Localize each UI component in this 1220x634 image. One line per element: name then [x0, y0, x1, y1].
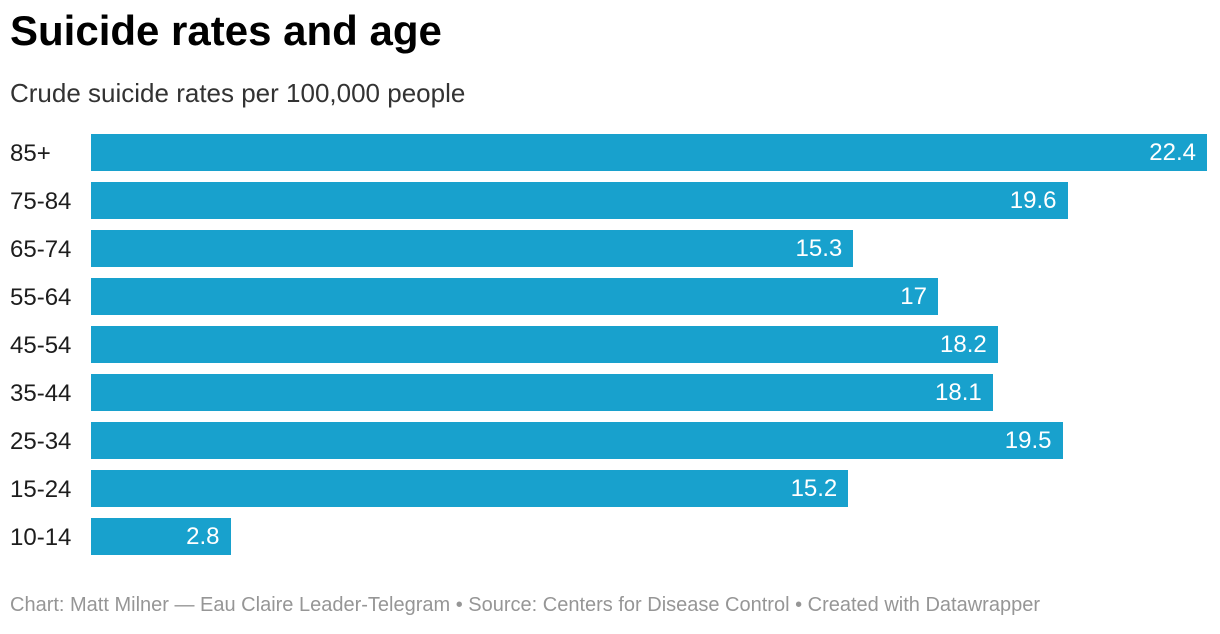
bar-category-label: 75-84: [10, 187, 72, 215]
bar-category-label: 35-44: [10, 379, 72, 407]
chart-row: 75-84 19.6: [10, 182, 1207, 219]
bar-category-label: 85+: [10, 139, 51, 167]
bar-track: 19.5: [91, 422, 1207, 459]
bar-track: 18.2: [91, 326, 1207, 363]
bar-value-label: 2.8: [186, 522, 220, 550]
chart-row: 45-54 18.2: [10, 326, 1207, 363]
bar: 15.3: [91, 230, 854, 267]
chart-row: 35-44 18.1: [10, 374, 1207, 411]
bar-value-label: 17: [900, 282, 927, 310]
bar-category-label: 55-64: [10, 283, 72, 311]
chart-container: Suicide rates and age Crude suicide rate…: [10, 8, 1207, 618]
bar: 17: [91, 278, 938, 315]
chart-footer-credits: Chart: Matt Milner — Eau Claire Leader-T…: [10, 594, 1040, 616]
bar-value-label: 19.5: [1004, 426, 1052, 454]
bar-track: 2.8: [91, 518, 1207, 555]
chart-row: 85+ 22.4: [10, 134, 1207, 171]
bar-category-label: 15-24: [10, 475, 72, 503]
chart-row: 55-64 17: [10, 278, 1207, 315]
chart-subtitle: Crude suicide rates per 100,000 people: [10, 78, 466, 108]
chart-row: 15-24 15.2: [10, 470, 1207, 507]
bar-track: 17: [91, 278, 1207, 315]
chart-title: Suicide rates and age: [10, 7, 442, 54]
bar-category-label: 25-34: [10, 427, 72, 455]
bar-category-label: 10-14: [10, 523, 72, 551]
bar-track: 15.2: [91, 470, 1207, 507]
bar: 18.2: [91, 326, 998, 363]
bar-track: 22.4: [91, 134, 1207, 171]
bar-category-label: 45-54: [10, 331, 72, 359]
chart-row: 10-14 2.8: [10, 518, 1207, 555]
bar-category-label: 65-74: [10, 235, 72, 263]
bar-value-label: 18.2: [940, 330, 987, 358]
bar: 15.2: [91, 470, 849, 507]
bar-value-label: 15.3: [795, 234, 843, 262]
chart-row: 25-34 19.5: [10, 422, 1207, 459]
chart-row: 65-74 15.3: [10, 230, 1207, 267]
bar-value-label: 15.2: [790, 474, 838, 502]
bar: 19.6: [91, 182, 1068, 219]
bar: 19.5: [91, 422, 1063, 459]
bar-track: 18.1: [91, 374, 1207, 411]
bar-value-label: 22.4: [1149, 138, 1196, 166]
bar-track: 19.6: [91, 182, 1207, 219]
bar-value-label: 18.1: [935, 378, 982, 406]
bar: 18.1: [91, 374, 993, 411]
chart-rows: 85+ 22.4 75-84 19.6 65-74 15.3 55-64 17 45-54 18.…: [10, 134, 1207, 555]
bar: 2.8: [91, 518, 231, 555]
bar-value-label: 19.6: [1009, 186, 1057, 214]
bar: 22.4: [91, 134, 1207, 171]
bar-chart: 85+ 22.4 75-84 19.6 65-74 15.3 55-64 17 45-54 18.…: [10, 134, 1207, 555]
bar-track: 15.3: [91, 230, 1207, 267]
